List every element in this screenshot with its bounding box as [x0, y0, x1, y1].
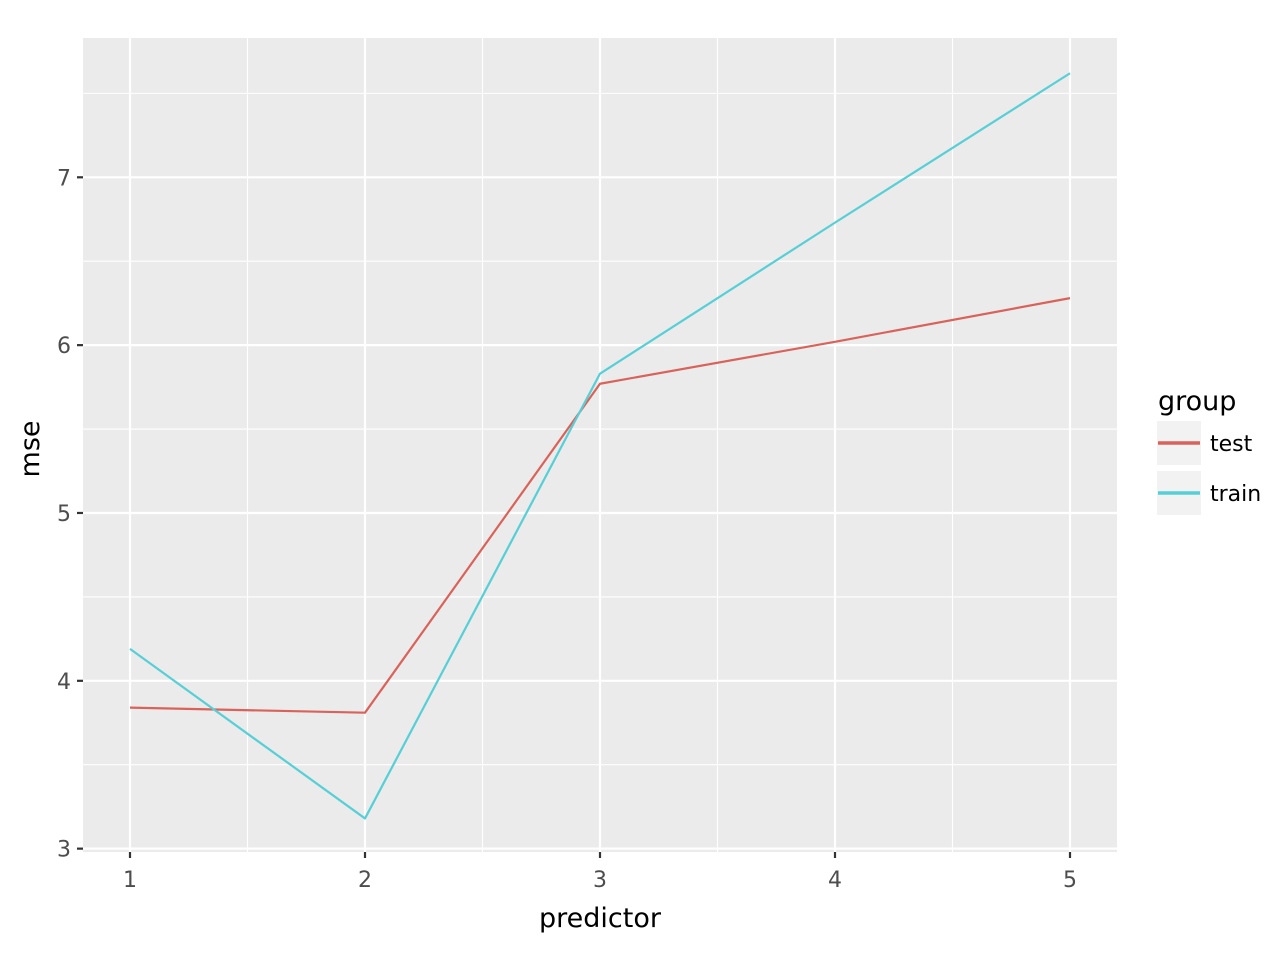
- x-tick-label: 4: [828, 868, 842, 893]
- y-tick-label: 7: [57, 166, 71, 191]
- legend-item-train: train: [1157, 471, 1261, 515]
- legend-item-test: test: [1157, 421, 1253, 465]
- x-tick-label: 3: [593, 868, 607, 893]
- y-tick-label: 6: [57, 334, 71, 359]
- x-tick-label: 5: [1063, 868, 1077, 893]
- series-line-train: [129, 72, 1071, 820]
- legend-title: group: [1158, 386, 1236, 417]
- legend-label: test: [1210, 432, 1253, 457]
- y-tick-label: 4: [57, 670, 71, 695]
- y-tick-label: 5: [57, 502, 71, 527]
- x-tick-label: 2: [358, 868, 372, 893]
- y-axis: 3 4 5 6 7: [57, 166, 83, 863]
- y-axis-title: mse: [15, 421, 46, 478]
- legend: group test train: [1157, 386, 1261, 515]
- y-tick-label: 3: [57, 838, 71, 863]
- x-axis-title: predictor: [539, 903, 662, 934]
- x-tick-label: 1: [123, 868, 137, 893]
- x-axis: 1 2 3 4 5: [123, 852, 1077, 893]
- series-lines: [129, 72, 1071, 820]
- major-grid: [83, 38, 1117, 852]
- legend-label: train: [1210, 482, 1261, 507]
- series-line-test: [129, 297, 1071, 714]
